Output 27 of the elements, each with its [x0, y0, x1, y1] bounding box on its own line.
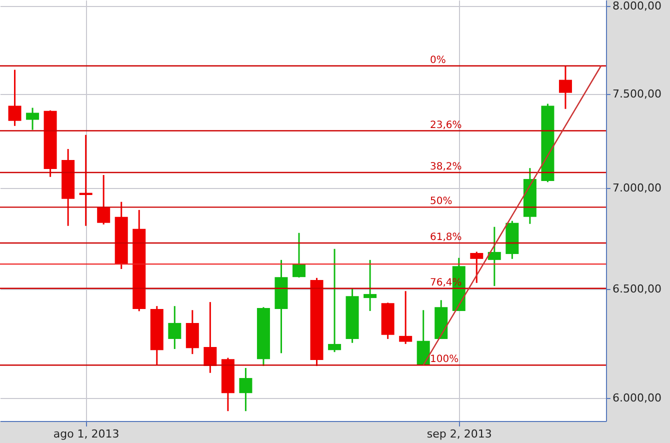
candlestick — [79, 134, 92, 227]
annotation: 50% — [430, 196, 452, 208]
candlestick — [470, 251, 484, 284]
x-tick-label: ago 1, 2013 — [53, 428, 120, 440]
annotation: 38,2% — [430, 161, 462, 172]
candlestick — [399, 290, 412, 345]
candlestick — [558, 65, 572, 110]
annotation: 61,8% — [430, 232, 462, 244]
y-tick-label: 8.000,00 — [612, 0, 662, 12]
candlestick — [488, 226, 501, 287]
candlestick — [239, 367, 252, 412]
candlestick — [8, 69, 22, 127]
candlestick — [204, 301, 217, 374]
candlestick — [97, 174, 110, 226]
annotation: 23,6% — [430, 120, 462, 131]
y-tick-label: 6.500,00 — [612, 282, 662, 296]
candlestick — [364, 259, 377, 312]
y-tick-label: 7.500,00 — [612, 87, 662, 100]
annotation: 0% — [430, 54, 446, 66]
candlestick — [168, 305, 182, 350]
x-tick-label: sep 2, 2013 — [426, 428, 492, 440]
candlestick — [26, 107, 40, 131]
y-tick-label: 7.000,00 — [612, 181, 662, 194]
candlestick — [292, 232, 306, 278]
y-tick-label: 6.000,00 — [612, 392, 662, 405]
candlestick — [328, 248, 342, 353]
annotation: 100% — [430, 354, 459, 366]
